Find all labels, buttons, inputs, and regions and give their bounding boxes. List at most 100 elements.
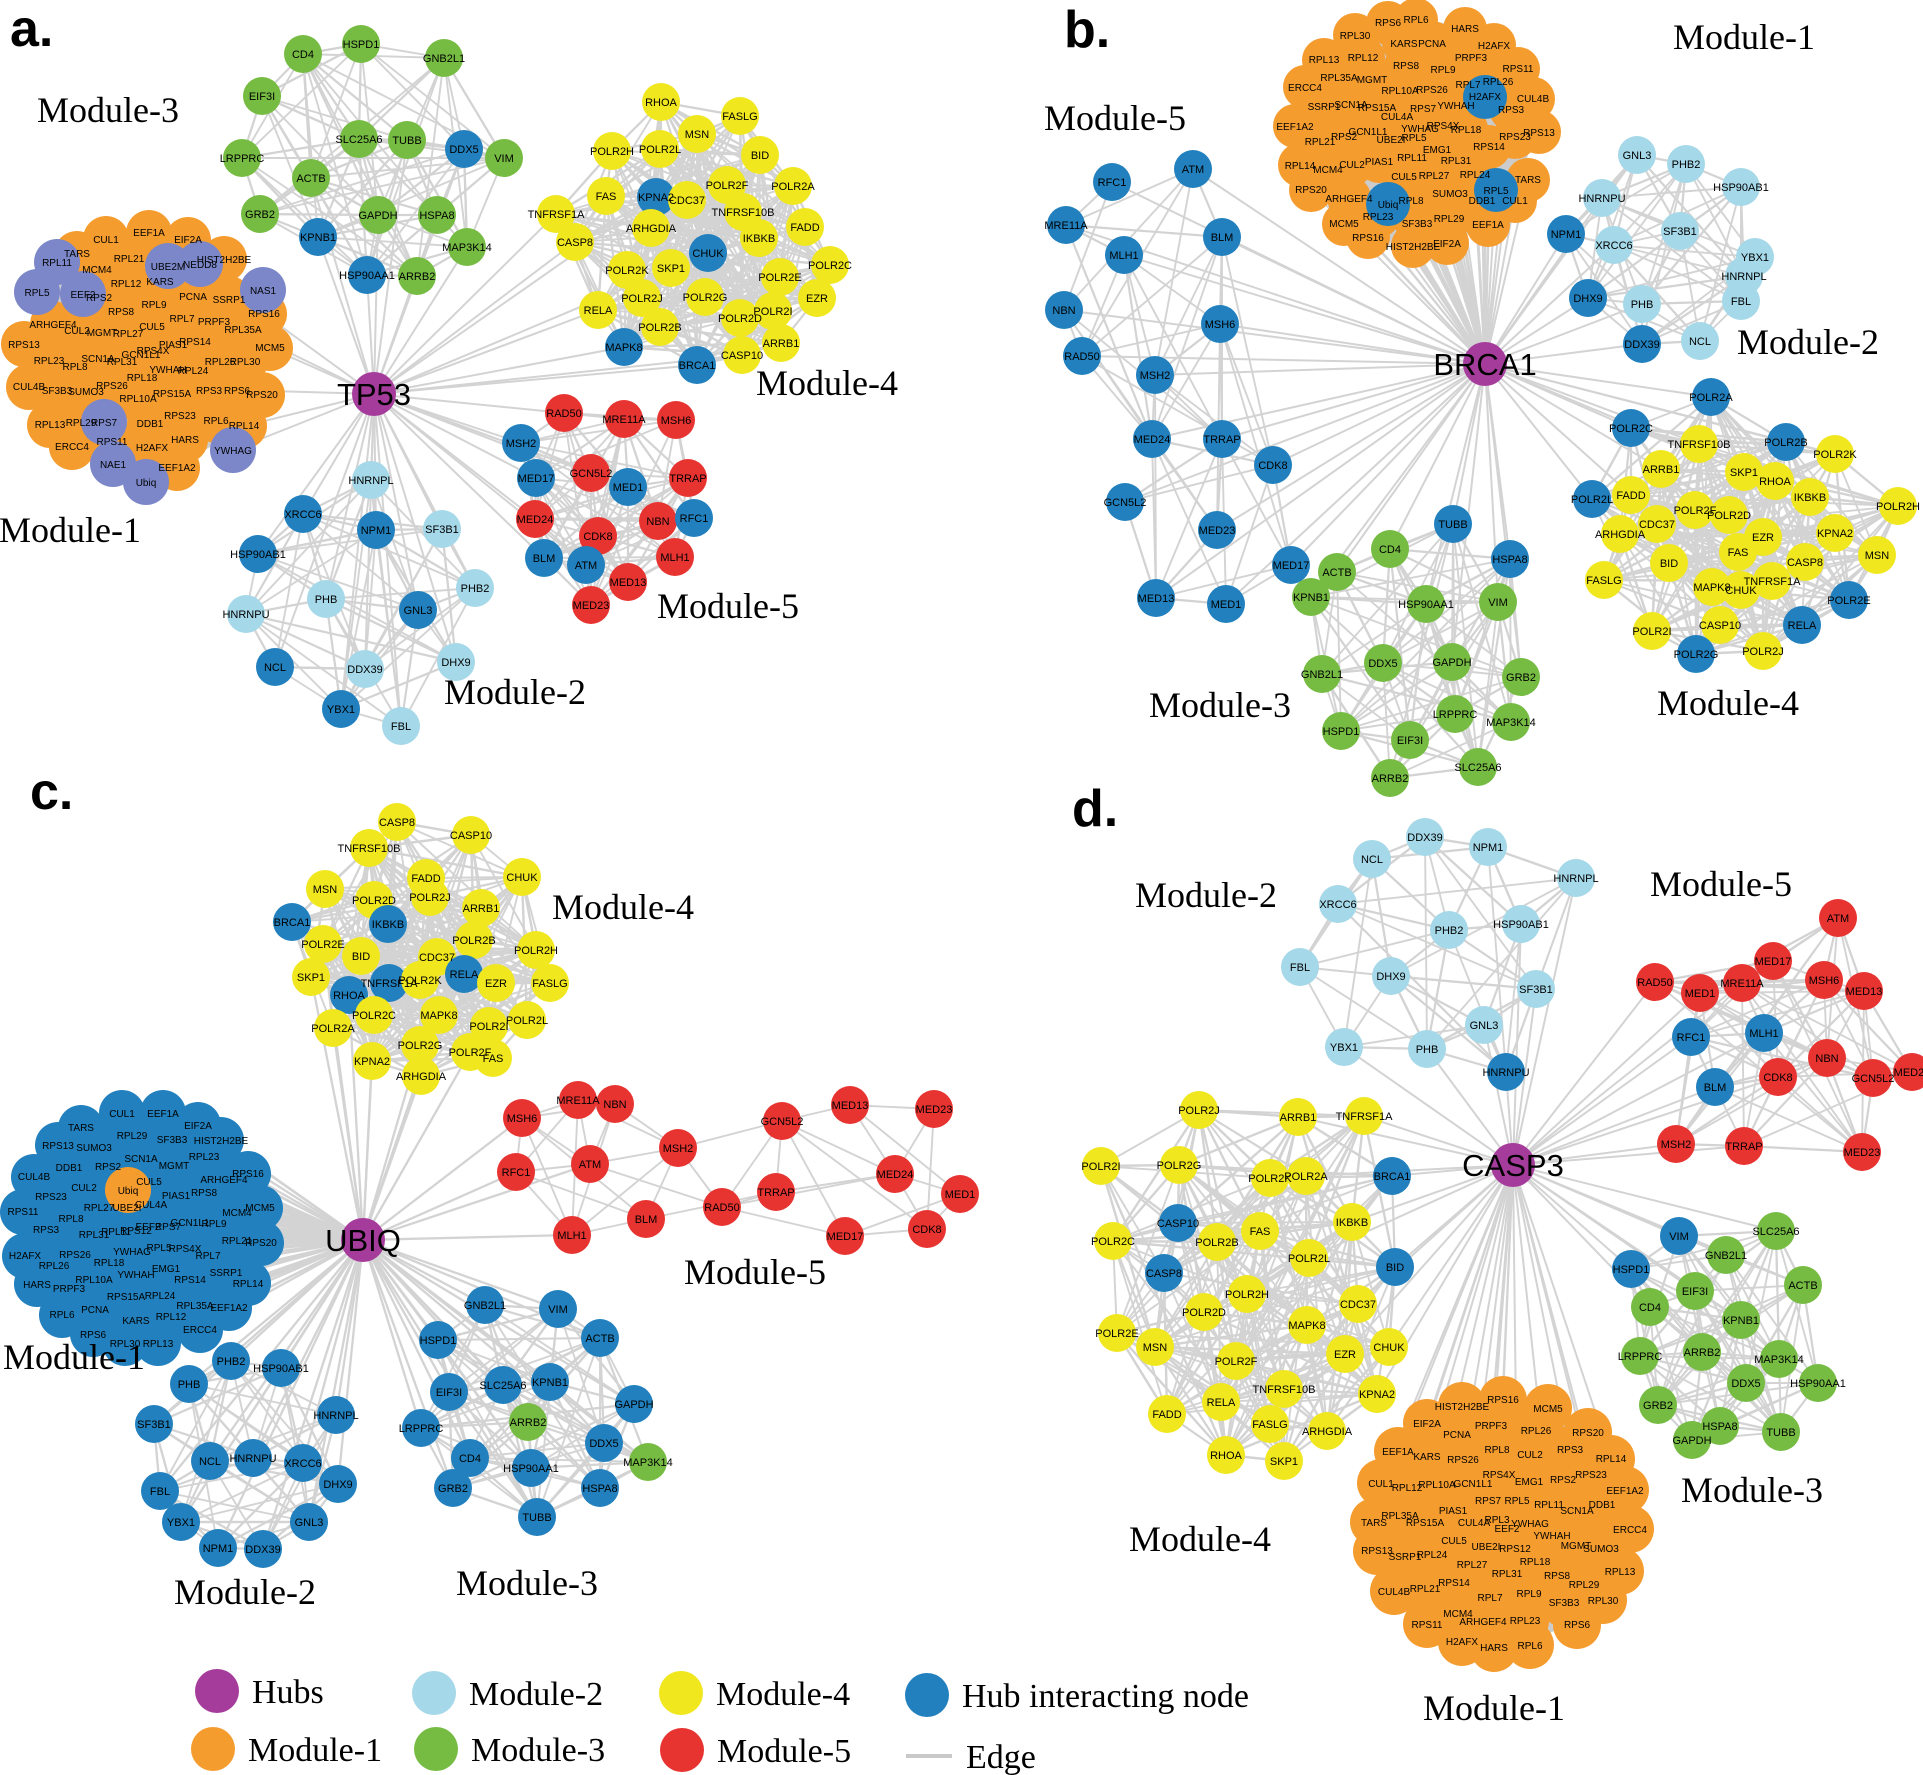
svg-text:MAPK8: MAPK8 (1693, 582, 1730, 594)
svg-text:MRE11A: MRE11A (556, 1095, 600, 1107)
svg-text:RAD50: RAD50 (704, 1202, 739, 1214)
svg-text:RPL10A: RPL10A (1381, 86, 1419, 97)
svg-text:BID: BID (751, 150, 769, 162)
svg-text:RFC1: RFC1 (1098, 177, 1127, 189)
svg-text:LRPPRC: LRPPRC (1433, 709, 1478, 721)
svg-text:POLR2F: POLR2F (1215, 1356, 1258, 1368)
svg-text:RPL8: RPL8 (1484, 1445, 1509, 1456)
svg-text:POLR2D: POLR2D (718, 313, 762, 325)
svg-text:Module-1: Module-1 (248, 1732, 382, 1769)
svg-text:MED13: MED13 (832, 1100, 869, 1112)
svg-text:GNL3: GNL3 (295, 1517, 324, 1529)
svg-text:RFC1: RFC1 (502, 1167, 531, 1179)
svg-text:RPL26: RPL26 (39, 1261, 70, 1272)
svg-text:EIF3I: EIF3I (1682, 1286, 1708, 1298)
svg-text:RPS16: RPS16 (232, 1169, 264, 1180)
svg-text:RPS16: RPS16 (248, 309, 280, 320)
svg-text:RPL13: RPL13 (143, 1339, 174, 1350)
svg-text:MED23: MED23 (1199, 525, 1236, 537)
svg-text:POLR2G: POLR2G (683, 292, 728, 304)
svg-text:RPS4X: RPS4X (1483, 1470, 1516, 1481)
svg-text:MSH2: MSH2 (1661, 1139, 1692, 1151)
svg-text:SF3B1: SF3B1 (137, 1419, 171, 1431)
svg-text:RAD50: RAD50 (546, 408, 581, 420)
svg-text:MED1: MED1 (1211, 599, 1242, 611)
svg-text:RAD50: RAD50 (1064, 351, 1099, 363)
svg-text:RPS7: RPS7 (1410, 104, 1437, 115)
svg-text:EEF2: EEF2 (70, 290, 95, 301)
svg-text:FADD: FADD (1152, 1409, 1181, 1421)
svg-text:b.: b. (1064, 1, 1110, 59)
svg-text:RHOA: RHOA (333, 990, 365, 1002)
svg-text:ACTB: ACTB (1322, 567, 1351, 579)
svg-text:RPL26: RPL26 (1483, 77, 1514, 88)
svg-text:GNB2L1: GNB2L1 (464, 1300, 506, 1312)
svg-text:MGMT: MGMT (1357, 75, 1388, 86)
svg-text:MED1: MED1 (613, 482, 644, 494)
svg-text:RPL31: RPL31 (79, 1230, 110, 1241)
svg-text:RPL11: RPL11 (101, 1227, 131, 1238)
svg-text:CUL5: CUL5 (139, 322, 165, 333)
svg-text:KPNA2: KPNA2 (1817, 528, 1853, 540)
svg-text:NCL: NCL (1689, 336, 1711, 348)
svg-text:BRCA1: BRCA1 (679, 360, 716, 372)
svg-text:CUL4A: CUL4A (1458, 1518, 1491, 1529)
svg-text:MSH6: MSH6 (661, 415, 692, 427)
svg-text:TRRAP: TRRAP (669, 473, 706, 485)
svg-text:MCM5: MCM5 (255, 343, 285, 354)
svg-text:YWHAH: YWHAH (1437, 101, 1474, 112)
svg-text:MAP3K14: MAP3K14 (442, 242, 492, 254)
svg-text:HNRNPL: HNRNPL (1721, 271, 1766, 283)
svg-text:EIF3I: EIF3I (1397, 735, 1423, 747)
svg-text:MSH6: MSH6 (1809, 975, 1840, 987)
svg-text:RPL31: RPL31 (1441, 156, 1472, 167)
svg-text:PIAS1: PIAS1 (1439, 1506, 1468, 1517)
svg-text:ARHGDIA: ARHGDIA (1595, 529, 1646, 541)
svg-text:MED23: MED23 (573, 600, 610, 612)
svg-text:RPL18: RPL18 (1451, 125, 1482, 136)
svg-text:EIF2A: EIF2A (1413, 1419, 1441, 1430)
svg-text:MSN: MSN (1865, 550, 1890, 562)
svg-text:SCN1A: SCN1A (81, 354, 115, 365)
svg-text:EZR: EZR (806, 293, 828, 305)
svg-text:RPL31: RPL31 (1492, 1569, 1523, 1580)
svg-text:BLM: BLM (1211, 232, 1234, 244)
svg-text:RPS2: RPS2 (95, 1162, 122, 1173)
svg-text:NPM1: NPM1 (361, 525, 392, 537)
svg-text:RPS8: RPS8 (191, 1188, 218, 1199)
svg-text:GNL3: GNL3 (1623, 150, 1652, 162)
svg-text:RPS7: RPS7 (155, 1222, 182, 1233)
svg-text:MED13: MED13 (1846, 986, 1883, 998)
svg-text:MCM4: MCM4 (222, 1208, 252, 1219)
svg-text:ERCC4: ERCC4 (55, 442, 89, 453)
svg-text:Module-3: Module-3 (1149, 685, 1291, 725)
svg-text:POLR2B: POLR2B (1764, 437, 1807, 449)
svg-text:SSRP1: SSRP1 (1308, 102, 1341, 113)
svg-text:RPL29: RPL29 (66, 418, 97, 429)
svg-text:H2AFX: H2AFX (9, 1251, 42, 1262)
svg-text:CUL5: CUL5 (1441, 1536, 1467, 1547)
svg-text:SF3B1: SF3B1 (1663, 226, 1697, 238)
svg-text:MED17: MED17 (1273, 560, 1310, 572)
svg-text:NCL: NCL (1361, 854, 1383, 866)
svg-text:RPS14: RPS14 (1438, 1578, 1470, 1589)
svg-text:DDX5: DDX5 (589, 1438, 618, 1450)
svg-text:Module-4: Module-4 (756, 363, 898, 403)
svg-text:SF3B3: SF3B3 (1549, 1598, 1580, 1609)
svg-text:POLR2I: POLR2I (469, 1021, 508, 1033)
svg-text:GCN1L1: GCN1L1 (1349, 127, 1388, 138)
svg-text:Module-2: Module-2 (174, 1572, 316, 1612)
svg-text:RPS26: RPS26 (1447, 1455, 1479, 1466)
svg-text:MAP3K14: MAP3K14 (623, 1457, 673, 1469)
svg-text:RPL12: RPL12 (111, 279, 142, 290)
svg-text:RPL7: RPL7 (1455, 80, 1480, 91)
svg-text:MCM5: MCM5 (245, 1203, 275, 1214)
svg-text:RPL18: RPL18 (94, 1258, 125, 1269)
svg-text:GRB2: GRB2 (438, 1483, 468, 1495)
svg-text:RPL7: RPL7 (195, 1251, 220, 1262)
svg-text:RPL21: RPL21 (114, 254, 145, 265)
svg-text:MAPK8: MAPK8 (1288, 1320, 1325, 1332)
svg-text:RPL23: RPL23 (189, 1152, 220, 1163)
svg-text:TRRAP: TRRAP (1725, 1141, 1762, 1153)
svg-text:TNFRSF1A: TNFRSF1A (1744, 576, 1802, 588)
